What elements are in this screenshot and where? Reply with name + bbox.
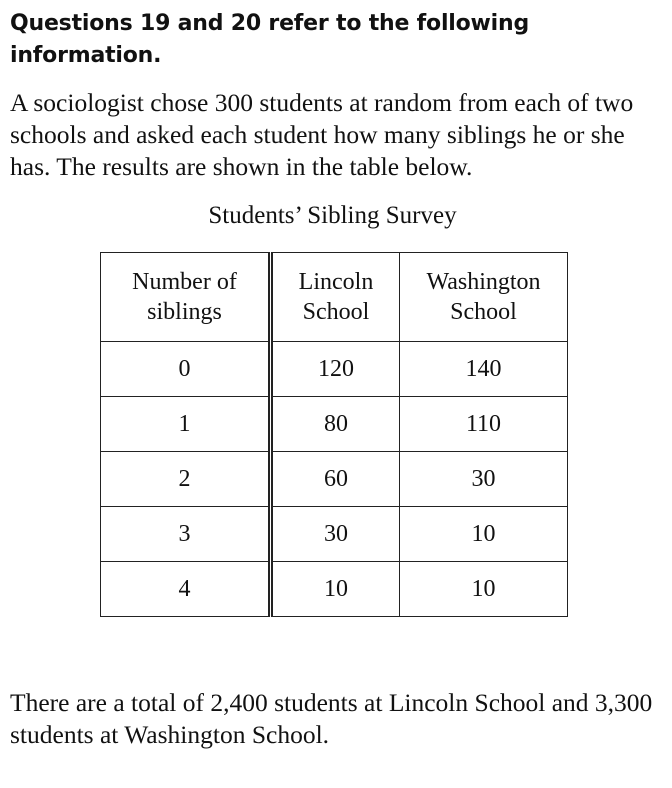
cell-washington: 10 xyxy=(399,561,568,617)
cell-lincoln: 120 xyxy=(270,341,400,397)
table-row: 0 120 140 xyxy=(100,341,568,397)
cell-lincoln: 60 xyxy=(270,451,400,507)
header-number-of-siblings: Number of siblings xyxy=(100,252,273,342)
table-row: 3 30 10 xyxy=(100,506,568,562)
cell-washington: 140 xyxy=(399,341,568,397)
table-title: Students’ Sibling Survey xyxy=(208,202,457,229)
cell-siblings: 4 xyxy=(100,561,273,617)
table-row: 2 60 30 xyxy=(100,451,568,507)
cell-lincoln: 80 xyxy=(270,396,400,452)
cell-lincoln: 10 xyxy=(270,561,400,617)
question-heading: Questions 19 and 20 refer to the followi… xyxy=(10,11,530,68)
cell-washington: 110 xyxy=(399,396,568,452)
outro-paragraph: There are a total of 2,400 students at L… xyxy=(10,688,653,749)
cell-siblings: 2 xyxy=(100,451,273,507)
table-row: 4 10 10 xyxy=(100,561,568,617)
cell-siblings: 3 xyxy=(100,506,273,562)
cell-lincoln: 30 xyxy=(270,506,400,562)
sibling-survey-table: Number of siblings Lincoln School Washin… xyxy=(100,252,568,617)
table-header-row: Number of siblings Lincoln School Washin… xyxy=(100,252,568,342)
header-lincoln-school: Lincoln School xyxy=(270,252,400,342)
cell-washington: 10 xyxy=(399,506,568,562)
header-washington-school: Washington School xyxy=(399,252,568,342)
table-row: 1 80 110 xyxy=(100,396,568,452)
cell-washington: 30 xyxy=(399,451,568,507)
intro-paragraph: A sociologist chose 300 students at rand… xyxy=(10,88,634,181)
cell-siblings: 1 xyxy=(100,396,273,452)
cell-siblings: 0 xyxy=(100,341,273,397)
